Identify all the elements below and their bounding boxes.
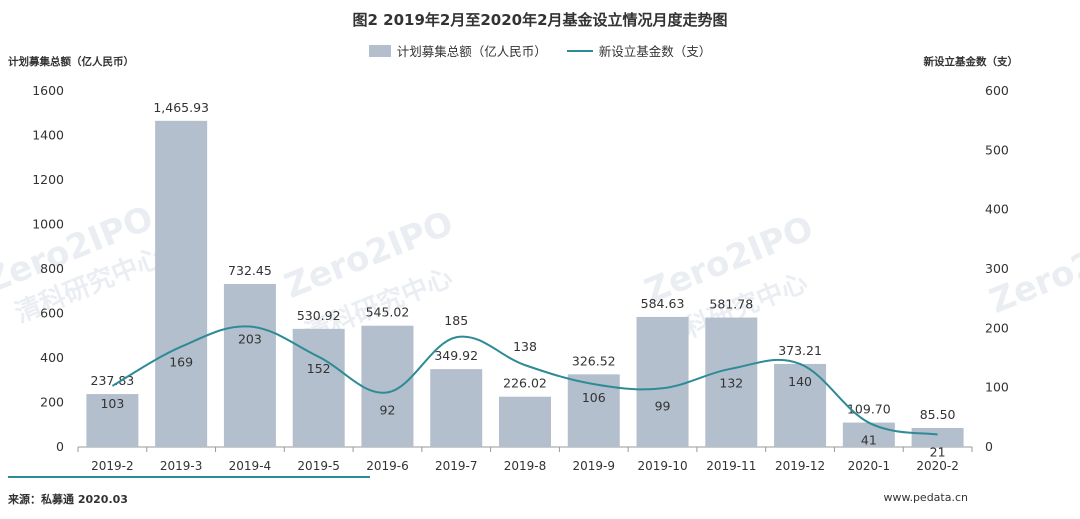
line-value-label: 203 xyxy=(238,332,262,347)
bar-value-label: 545.02 xyxy=(366,305,410,320)
bar-value-label: 237.83 xyxy=(91,373,135,388)
bar xyxy=(705,317,758,447)
x-tick-label: 2019-5 xyxy=(297,459,340,473)
bar-value-label: 732.45 xyxy=(228,263,272,278)
website-link[interactable]: www.pedata.cn xyxy=(883,491,968,504)
x-tick-label: 2020-1 xyxy=(848,459,891,473)
legend-bar-swatch xyxy=(368,44,391,57)
right-tick-label: 200 xyxy=(985,320,1009,335)
line-value-label: 92 xyxy=(380,402,396,417)
bar xyxy=(636,316,689,447)
bar-value-label: 1,465.93 xyxy=(153,100,209,115)
line-value-label: 103 xyxy=(100,396,124,411)
left-tick-label: 1400 xyxy=(32,128,64,143)
legend-item-line: 新设立基金数（支） xyxy=(566,41,712,60)
x-tick-label: 2020-2 xyxy=(916,459,959,473)
left-tick-label: 400 xyxy=(40,350,64,365)
bar-value-label: 326.52 xyxy=(572,353,616,368)
left-tick-label: 200 xyxy=(40,395,64,410)
x-tick-label: 2019-12 xyxy=(775,459,825,473)
right-tick-label: 100 xyxy=(985,380,1009,395)
left-tick-label: 1000 xyxy=(32,217,64,232)
x-tick-label: 2019-6 xyxy=(366,459,409,473)
bar-value-label: 584.63 xyxy=(641,296,685,311)
x-tick-label: 2019-3 xyxy=(160,459,203,473)
bar xyxy=(223,284,276,447)
bar-value-label: 530.92 xyxy=(297,308,341,323)
line-value-label: 99 xyxy=(655,398,671,413)
line-value-label: 169 xyxy=(169,355,193,370)
line-value-label: 41 xyxy=(861,433,877,448)
right-tick-label: 500 xyxy=(985,142,1009,157)
x-tick-label: 2019-9 xyxy=(573,459,616,473)
bar-value-label: 109.70 xyxy=(847,402,891,417)
line-value-label: 140 xyxy=(788,374,812,389)
x-tick-label: 2019-10 xyxy=(637,459,687,473)
x-tick-label: 2019-7 xyxy=(435,459,478,473)
line-value-label: 152 xyxy=(307,361,331,376)
x-tick-label: 2019-4 xyxy=(229,459,272,473)
bar xyxy=(567,374,620,447)
bar-value-label: 373.21 xyxy=(778,343,822,358)
bar-value-label: 581.78 xyxy=(709,297,753,312)
bar xyxy=(86,394,139,447)
left-tick-label: 1200 xyxy=(32,172,64,187)
legend-line-swatch xyxy=(566,49,593,52)
legend-line-label: 新设立基金数（支） xyxy=(598,44,712,59)
legend-bar-label: 计划募集总额（亿人民币） xyxy=(396,44,547,59)
x-tick-label: 2019-11 xyxy=(706,459,756,473)
chart-title: 图2 2019年2月至2020年2月基金设立情况月度走势图 xyxy=(352,11,728,29)
x-tick-label: 2019-2 xyxy=(91,459,134,473)
left-tick-label: 0 xyxy=(56,439,64,454)
bar xyxy=(842,422,895,447)
left-tick-label: 600 xyxy=(40,306,64,321)
bar xyxy=(155,120,208,448)
source-note: 来源：私募通 2020.03 xyxy=(8,493,128,506)
right-tick-label: 300 xyxy=(985,261,1009,276)
right-tick-label: 400 xyxy=(985,202,1009,217)
bar xyxy=(361,325,414,447)
bar xyxy=(774,363,827,447)
fund-count-line xyxy=(111,325,938,436)
left-axis-title: 计划募集总额（亿人民币） xyxy=(8,56,134,68)
line-value-label: 21 xyxy=(930,445,946,460)
line-value-label: 185 xyxy=(444,313,468,328)
line-value-label: 106 xyxy=(582,390,606,405)
bar xyxy=(430,369,483,447)
footer-rule xyxy=(8,476,370,478)
x-tick-label: 2019-8 xyxy=(504,459,547,473)
left-tick-label: 800 xyxy=(40,261,64,276)
bar-value-label: 85.50 xyxy=(920,407,956,422)
right-axis-title: 新设立基金数（支） xyxy=(923,56,1019,68)
right-tick-label: 600 xyxy=(985,83,1009,98)
line-value-label: 132 xyxy=(719,376,743,391)
legend: 计划募集总额（亿人民币） 新设立基金数（支） xyxy=(0,41,1080,60)
bar xyxy=(499,396,551,447)
bar-value-label: 226.02 xyxy=(503,376,547,391)
bar-value-label: 349.92 xyxy=(434,348,478,363)
right-tick-label: 0 xyxy=(985,439,993,454)
line-value-label: 138 xyxy=(513,339,537,354)
left-tick-label: 1600 xyxy=(32,83,64,98)
legend-item-bar: 计划募集总额（亿人民币） xyxy=(368,41,547,60)
